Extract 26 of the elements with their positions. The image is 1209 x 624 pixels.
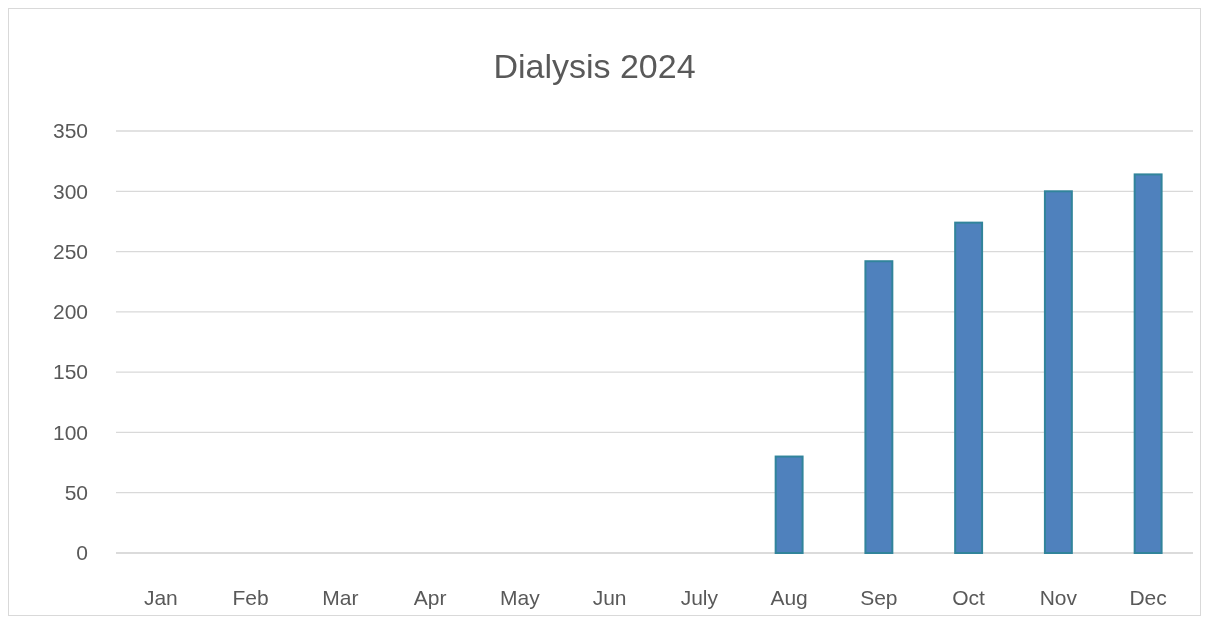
x-tick-label: Jan <box>143 586 178 609</box>
y-tick-label: 250 <box>52 239 88 263</box>
y-tick-label: 50 <box>64 481 88 505</box>
bar <box>774 455 804 554</box>
y-tick-label: 300 <box>52 179 88 203</box>
x-tick-label: Feb <box>232 586 269 609</box>
x-tick-label: Aug <box>770 586 808 609</box>
bar <box>954 221 984 554</box>
y-tick-label: 350 <box>52 119 88 143</box>
x-tick-label: Sep <box>860 586 898 609</box>
y-tick-label: 0 <box>76 541 88 565</box>
y-tick-label: 200 <box>52 300 88 324</box>
x-tick-label: July <box>680 586 719 609</box>
y-tick-label: 100 <box>52 420 88 444</box>
x-tick-label: Oct <box>952 586 986 609</box>
y-tick-label: 150 <box>52 360 88 384</box>
chart-title: Dialysis 2024 <box>493 47 696 85</box>
x-tick-label: Mar <box>322 586 359 609</box>
x-tick-label: Dec <box>1129 586 1167 609</box>
x-tick-label: Apr <box>413 586 447 609</box>
bar <box>1043 190 1073 554</box>
bar <box>1133 173 1163 554</box>
x-tick-label: Nov <box>1039 586 1078 609</box>
bar <box>864 260 894 554</box>
x-tick-label: Jun <box>592 586 627 609</box>
x-tick-label: May <box>500 586 541 609</box>
